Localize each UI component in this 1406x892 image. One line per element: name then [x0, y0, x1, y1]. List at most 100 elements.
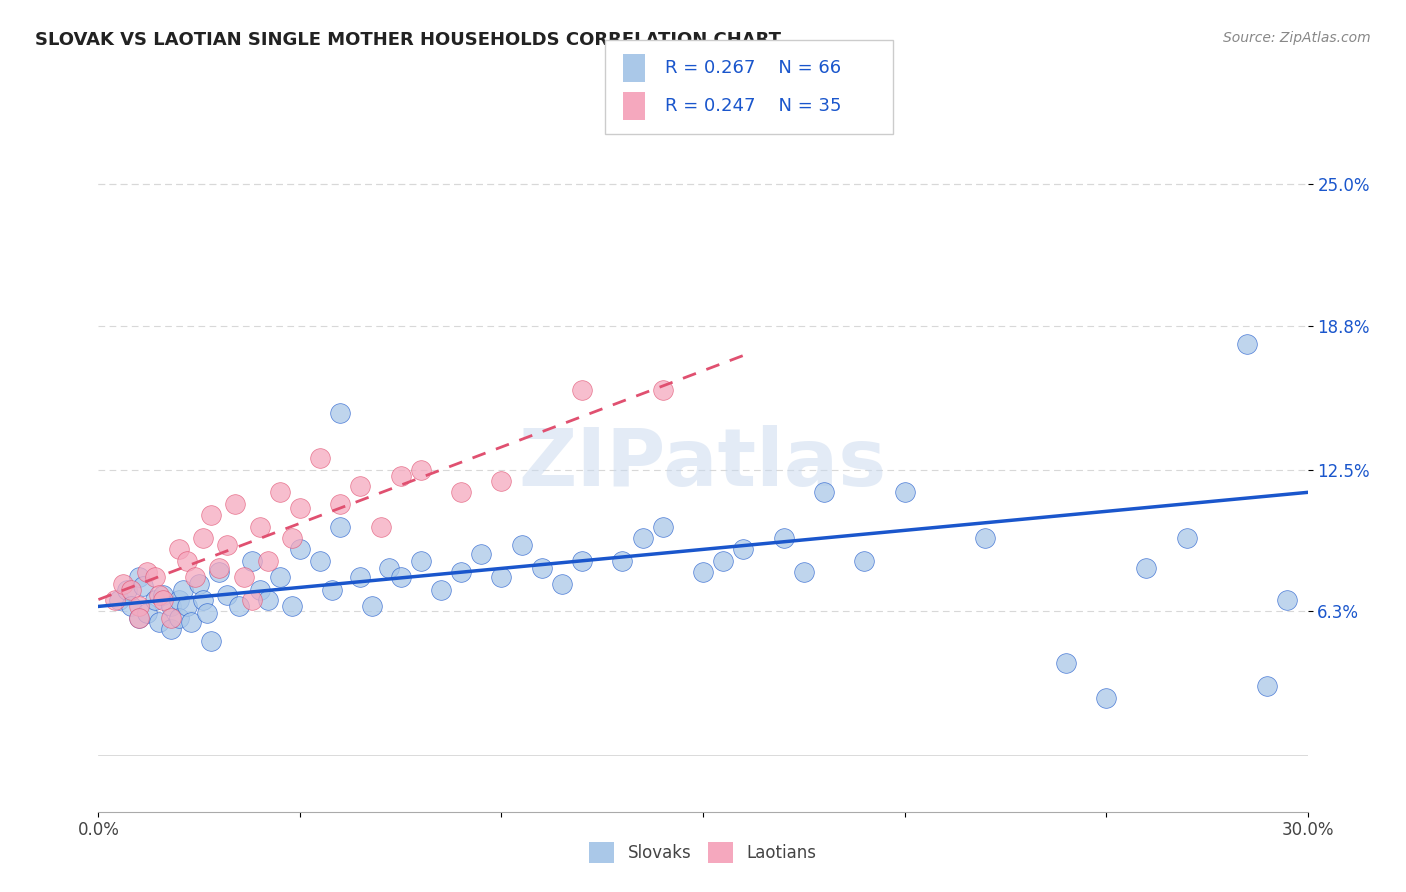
Point [651, 519, 673, 533]
Point [551, 576, 574, 591]
Point [491, 474, 513, 488]
Point [152, 588, 174, 602]
Point [143, 592, 166, 607]
Point [128, 611, 150, 625]
Point [176, 599, 198, 614]
Point [571, 554, 593, 568]
Point [143, 570, 166, 584]
Point [240, 592, 263, 607]
Point [651, 383, 673, 397]
Point [450, 565, 472, 579]
Point [120, 599, 142, 614]
Point [361, 599, 384, 614]
Point [193, 592, 215, 607]
Point [167, 542, 190, 557]
Point [1277, 592, 1299, 607]
Point [128, 611, 150, 625]
Point [256, 592, 278, 607]
Point [1256, 679, 1278, 693]
Point [853, 554, 876, 568]
Point [269, 570, 291, 584]
Legend: Slovaks, Laotians: Slovaks, Laotians [583, 836, 823, 870]
Text: R = 0.267    N = 66: R = 0.267 N = 66 [665, 60, 841, 78]
Point [974, 531, 997, 545]
Point [793, 565, 815, 579]
Point [128, 599, 150, 614]
Point [733, 542, 755, 557]
Point [772, 531, 794, 545]
Point [228, 599, 250, 614]
Point [409, 462, 432, 476]
Point [1135, 560, 1157, 574]
Point [288, 542, 311, 557]
Text: ZIPatlas: ZIPatlas [519, 425, 887, 503]
Point [288, 501, 311, 516]
Point [132, 579, 155, 593]
Point [491, 570, 513, 584]
Point [321, 583, 343, 598]
Point [1236, 337, 1258, 351]
Text: Source: ZipAtlas.com: Source: ZipAtlas.com [1223, 31, 1371, 45]
Point [1175, 531, 1198, 545]
Text: SLOVAK VS LAOTIAN SINGLE MOTHER HOUSEHOLDS CORRELATION CHART: SLOVAK VS LAOTIAN SINGLE MOTHER HOUSEHOL… [35, 31, 782, 49]
Point [450, 485, 472, 500]
Point [160, 622, 183, 636]
Point [103, 592, 125, 607]
Point [309, 451, 332, 466]
Point [160, 611, 183, 625]
Point [893, 485, 915, 500]
Point [167, 592, 190, 607]
Point [389, 469, 412, 483]
Point [370, 519, 392, 533]
Point [188, 576, 211, 591]
Point [240, 554, 263, 568]
Point [349, 570, 371, 584]
Point [128, 570, 150, 584]
Point [813, 485, 835, 500]
Point [172, 583, 194, 598]
Point [631, 531, 654, 545]
Point [430, 583, 453, 598]
Point [176, 554, 198, 568]
Point [111, 576, 134, 591]
Point [152, 592, 174, 607]
Point [409, 554, 432, 568]
Point [329, 519, 352, 533]
Point [200, 633, 222, 648]
Point [232, 570, 254, 584]
Point [193, 531, 215, 545]
Point [224, 497, 246, 511]
Point [217, 538, 239, 552]
Point [612, 554, 634, 568]
Point [148, 615, 170, 630]
Point [329, 405, 352, 419]
Point [329, 497, 352, 511]
Point [135, 565, 157, 579]
Point [195, 607, 218, 621]
Point [256, 554, 278, 568]
Point [148, 588, 170, 602]
Point [1095, 690, 1118, 705]
Point [269, 485, 291, 500]
Point [160, 599, 183, 614]
Point [208, 565, 231, 579]
Point [180, 615, 202, 630]
Point [184, 570, 207, 584]
Point [389, 570, 412, 584]
Point [107, 592, 129, 607]
Point [281, 599, 304, 614]
Point [470, 547, 492, 561]
Point [249, 583, 271, 598]
Point [510, 538, 533, 552]
Point [1054, 657, 1077, 671]
Point [167, 611, 190, 625]
Point [217, 588, 239, 602]
Point [120, 583, 142, 598]
Point [349, 478, 371, 492]
Point [530, 560, 553, 574]
Point [208, 560, 231, 574]
Point [115, 583, 138, 598]
Point [571, 383, 593, 397]
Point [309, 554, 332, 568]
Point [692, 565, 714, 579]
